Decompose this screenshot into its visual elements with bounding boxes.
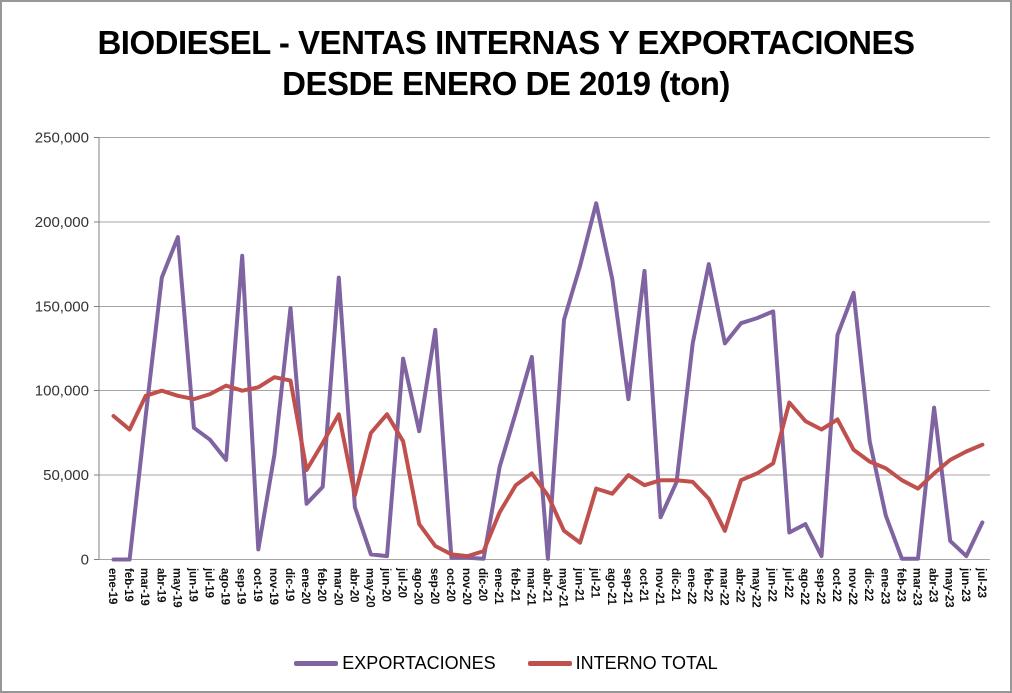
interno-total-line-swatch <box>527 661 572 666</box>
chart-legend: EXPORTACIONES INTERNO TOTAL <box>2 653 1010 674</box>
x-axis-label: jul-20 <box>396 567 408 598</box>
x-axis-label: ago-19 <box>219 568 231 605</box>
legend-label-interno-total: INTERNO TOTAL <box>575 653 718 673</box>
x-axis-label: oct-21 <box>637 568 649 602</box>
x-axis-label: jul-23 <box>975 567 987 598</box>
y-axis-label: 250,000 <box>35 130 89 147</box>
x-axis-label: feb-19 <box>122 568 134 602</box>
x-axis-label: may-20 <box>363 568 375 608</box>
x-axis-label: mar-20 <box>331 568 343 606</box>
interno-total-line <box>111 375 985 559</box>
x-axis-label: mar-21 <box>524 568 536 606</box>
legend-item-interno-total: INTERNO TOTAL <box>527 653 718 674</box>
x-axis-label: mar-23 <box>911 568 923 606</box>
x-axis-label: abr-19 <box>154 568 166 603</box>
x-axis-label: feb-21 <box>508 568 520 602</box>
x-axis-label: abr-22 <box>734 568 746 603</box>
chart-title-line2: DESDE ENERO DE 2019 (ton) <box>282 65 730 102</box>
x-axis-label: mar-19 <box>138 568 150 606</box>
x-axis-label: may-21 <box>557 568 569 608</box>
x-axis-label: oct-22 <box>830 568 842 602</box>
x-axis-label: ago-21 <box>605 568 617 606</box>
exportaciones-line-swatch <box>294 661 339 666</box>
x-axis-label: abr-20 <box>347 568 359 603</box>
x-axis-label: ene-23 <box>878 568 890 604</box>
y-axis-label: 50,000 <box>43 467 89 484</box>
x-axis-label: may-19 <box>170 568 182 608</box>
x-axis-label: jun-19 <box>186 567 198 602</box>
x-axis-label: dic-19 <box>283 568 295 601</box>
x-axis-label: jun-23 <box>959 567 971 602</box>
x-axis-label: jun-22 <box>766 567 778 602</box>
x-axis-label: dic-22 <box>862 568 874 601</box>
x-axis-label: sep-19 <box>235 568 247 604</box>
y-axis-label: 150,000 <box>35 298 89 315</box>
exportaciones-line <box>111 201 985 562</box>
x-axis-label: jul-19 <box>203 567 215 598</box>
x-axis-label: abr-23 <box>927 568 939 603</box>
x-axis-label: dic-20 <box>476 568 488 601</box>
x-axis-label: ago-22 <box>798 568 810 605</box>
legend-item-exportaciones: EXPORTACIONES <box>294 653 496 674</box>
legend-label-exportaciones: EXPORTACIONES <box>342 653 496 673</box>
x-axis-label: ene-19 <box>106 568 118 604</box>
x-axis-label: may-22 <box>750 568 762 608</box>
x-axis-label: nov-20 <box>460 568 472 605</box>
x-axis-label: jun-21 <box>573 567 585 602</box>
x-axis-label: jun-20 <box>380 567 392 602</box>
x-axis-label: may-23 <box>943 568 955 608</box>
x-axis-label: jul-22 <box>782 567 794 598</box>
x-axis-label: nov-21 <box>653 568 665 606</box>
x-axis-label: feb-22 <box>701 568 713 602</box>
x-axis-label: oct-20 <box>444 568 456 602</box>
x-axis-label: abr-21 <box>540 568 552 603</box>
x-axis-label: sep-21 <box>621 568 633 605</box>
x-axis-label: sep-22 <box>814 568 826 604</box>
x-axis-label: ago-20 <box>412 568 424 605</box>
x-axis-label: jul-21 <box>589 567 601 599</box>
x-axis-label: ene-22 <box>685 568 697 604</box>
y-axis-label: 200,000 <box>35 214 89 231</box>
x-axis-label: dic-21 <box>669 568 681 602</box>
x-axis-label: nov-22 <box>846 568 858 605</box>
chart-title-line1: BIODIESEL - VENTAS INTERNAS Y EXPORTACIO… <box>97 24 915 61</box>
x-axis-label: ene-20 <box>299 568 311 604</box>
x-axis-label: feb-23 <box>894 568 906 602</box>
x-axis-label: nov-19 <box>267 568 279 605</box>
x-axis-label: mar-22 <box>717 568 729 606</box>
x-axis-label: sep-20 <box>428 568 440 604</box>
y-axis-label: 100,000 <box>35 383 89 400</box>
x-axis-label: feb-20 <box>315 568 327 602</box>
x-axis-label: ene-21 <box>492 568 504 605</box>
x-axis-label: oct-19 <box>251 568 263 602</box>
y-axis-label: 0 <box>81 552 89 569</box>
chart-title: BIODIESEL - VENTAS INTERNAS Y EXPORTACIO… <box>2 22 1010 104</box>
